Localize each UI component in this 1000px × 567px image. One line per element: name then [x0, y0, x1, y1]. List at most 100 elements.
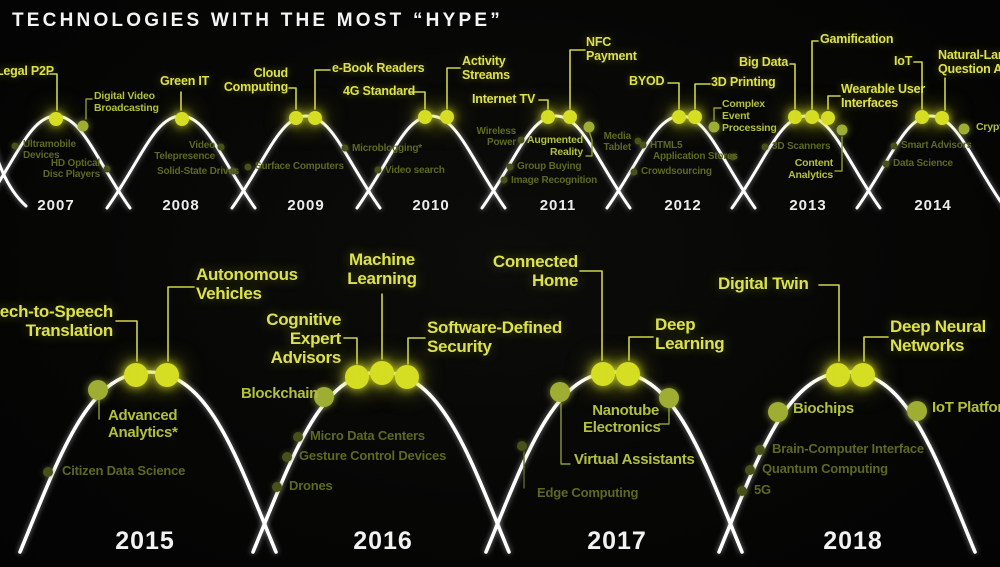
leader-wearable-user-interfaces [827, 95, 841, 110]
dot-ultramobile-devices [11, 142, 19, 150]
leader-software-defined-security [407, 337, 426, 365]
dot-drones [272, 482, 282, 492]
label-ebook-readers: e-Book Readers [332, 61, 425, 75]
year-2018: 2018 [823, 527, 883, 555]
label-application-stores: Application Stores [653, 151, 738, 162]
label-4g-standard: 4G Standard [343, 84, 416, 98]
label-byod: BYOD [629, 74, 665, 88]
dot-wireless-power [517, 136, 525, 144]
dot-cognitive-expert-advisors [345, 365, 369, 389]
leader-cognitive-expert-advisors [343, 337, 358, 365]
year-2008: 2008 [162, 197, 200, 214]
dot-citizen-data-science [43, 467, 53, 477]
label-autonomous-vehicles: Autonomous Vehicles [196, 265, 298, 304]
dot-machine-learning [370, 361, 394, 385]
leader-gamification [811, 40, 819, 110]
label-citizen-data-science: Citizen Data Science [62, 463, 186, 478]
dot-legal-p2p [49, 112, 63, 126]
label-wireless-power: Wireless Power [476, 126, 517, 149]
label-legal-p2p: Legal P2P [0, 64, 54, 78]
label-brain-computer-interface: Brain-Computer Interface [772, 441, 924, 456]
dot-iot-platforms [907, 401, 927, 421]
dot-html5 [639, 141, 647, 149]
label-machine-learning: Machine Learning [347, 250, 417, 289]
dot-iot [915, 110, 929, 124]
label-iot-platforms: IoT Platforms [932, 399, 1000, 416]
dot-application-stores [729, 153, 737, 161]
label-green-it: Green IT [160, 74, 210, 88]
label-nfc-payment: NFC Payment [586, 35, 637, 63]
label-wearable-user-interfaces: Wearable User Interfaces [841, 82, 926, 110]
label-speech-to-speech-translation: Speech-to-Speech Translation [0, 302, 113, 341]
dot-natural-language-qa [935, 111, 949, 125]
year-2012: 2012 [664, 197, 702, 214]
label-video-search: Video search [385, 165, 445, 176]
dot-digital-twin [826, 363, 850, 387]
label-image-recognition: Image Recognition [511, 175, 598, 186]
label-smart-advisors: Smart Advisors [901, 140, 972, 151]
year-2007: 2007 [37, 197, 75, 214]
leader-cloud-computing [288, 87, 297, 110]
dot-cryptocurrencies [958, 123, 970, 135]
dot-complex-event-processing [708, 121, 720, 133]
leader-virtual-assistants [560, 403, 571, 465]
leader-activity-streams [446, 67, 461, 110]
label-microblogging: Microblogging* [352, 143, 422, 154]
year-2017: 2017 [587, 527, 647, 555]
hype-curve-2009 [230, 114, 382, 210]
dot-smart-advisors [890, 142, 898, 150]
dot-4g-standard [418, 110, 432, 124]
label-edge-computing: Edge Computing [537, 485, 639, 500]
label-virtual-assistants: Virtual Assistants [574, 451, 695, 468]
year-2011: 2011 [539, 197, 577, 214]
dot-micro-data-centers [293, 432, 303, 442]
leader-digital-twin [818, 284, 840, 362]
dot-quantum-computing [745, 465, 755, 475]
leader-4g-standard [409, 91, 426, 110]
dot-hd-optical-disc-players [103, 165, 111, 173]
label-cloud-computing: Cloud Computing [223, 66, 288, 94]
label-deep-learning: Deep Learning [655, 315, 725, 354]
label-gesture-control-devices: Gesture Control Devices [299, 448, 447, 463]
leader-ebook-readers [314, 69, 331, 110]
label-data-science: Data Science [893, 158, 953, 169]
dot-byod [672, 110, 686, 124]
dot-edge-computing [517, 441, 527, 451]
year-2016: 2016 [353, 527, 413, 555]
leader-iot [913, 61, 923, 110]
year-2009: 2009 [287, 197, 325, 214]
dot-augmented-reality [583, 121, 595, 133]
label-3d-scanners: 3D Scanners [772, 141, 831, 152]
dot-data-science [882, 160, 890, 168]
dot-nfc-payment [563, 110, 577, 124]
label-connected-home: Connected Home [492, 252, 578, 291]
label-content-analytics: Content Analytics [788, 157, 833, 181]
year-2010: 2010 [412, 197, 450, 214]
dot-biochips [768, 402, 788, 422]
label-crowdsourcing: Crowdsourcing [641, 166, 712, 177]
label-big-data: Big Data [739, 55, 789, 69]
dot-big-data [788, 110, 802, 124]
label-cryptocurrencies: Cryptocurrencies [976, 121, 1000, 133]
dot-digital-video-broadcasting [77, 120, 89, 132]
dot-software-defined-security [395, 365, 419, 389]
dot-media-tablet [634, 137, 642, 145]
leader-deep-neural-networks [863, 336, 889, 362]
leader-deep-learning [628, 336, 654, 361]
dot-microblogging [341, 144, 349, 152]
dot-nanotube-electronics [659, 388, 679, 408]
dot-solid-state-drives [229, 167, 237, 175]
dot-3d-printing [688, 110, 702, 124]
hype-curve-pre-2007 [0, 161, 28, 208]
dot-5g [737, 486, 747, 496]
leader-legal-p2p [49, 73, 58, 111]
label-digital-twin: Digital Twin [718, 274, 809, 293]
leader-content-analytics [834, 136, 843, 172]
leader-3d-printing [694, 83, 711, 110]
leader-autonomous-vehicles [167, 286, 195, 362]
dot-cloud-computing [289, 111, 303, 125]
label-gamification: Gamification [820, 32, 894, 46]
dot-group-buying [506, 163, 514, 171]
label-internet-tv: Internet TV [472, 92, 536, 106]
label-software-defined-security: Software-Defined Security [427, 318, 562, 357]
